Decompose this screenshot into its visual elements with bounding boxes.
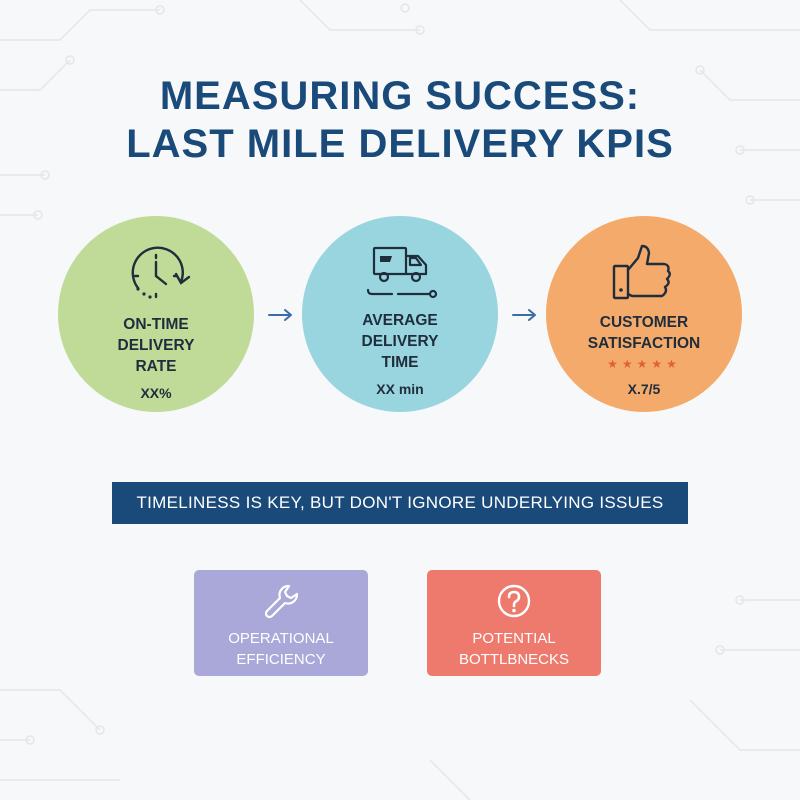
kpi-label: AVERAGE DELIVERY TIME: [361, 312, 439, 371]
kpi-label: ON-TIME DELIVERY RATE: [117, 316, 195, 375]
kpi-value: XX%: [140, 385, 172, 401]
key-message-banner: TIMELINESS IS KEY, BUT DON'T IGNORE UNDE…: [112, 482, 688, 524]
title-line-2: LAST MILE DELIVERY KPIS: [126, 122, 674, 166]
rating-stars: ★★★★★: [607, 357, 681, 371]
thumbs-up-icon: [612, 244, 671, 300]
page-title: MEASURING SUCCESS: LAST MILE DELIVERY KP…: [0, 72, 800, 168]
kpi-value: XX min: [376, 381, 424, 397]
title-line-1: MEASURING SUCCESS:: [159, 74, 641, 118]
kpi-average-delivery-time: AVERAGE DELIVERY TIME XX min: [302, 216, 498, 412]
card-operational-efficiency: OPERATIONAL EFFICIENCY: [194, 570, 368, 676]
card-label: OPERATIONAL EFFICIENCY: [228, 630, 334, 668]
card-potential-bottlenecks: POTENTIAL BOTTLBNECKS: [427, 570, 601, 676]
delivery-truck-icon: [366, 246, 438, 299]
question-icon: [497, 584, 531, 618]
card-label: POTENTIAL BOTTLBNECKS: [458, 630, 570, 668]
kpi-label: CUSTOMER SATISFACTION: [587, 314, 701, 352]
kpi-value: X.7/5: [627, 381, 661, 397]
clock-icon: [131, 246, 191, 299]
arrow-right-icon: [268, 309, 292, 321]
wrench-icon: [264, 584, 299, 619]
arrow-right-icon: [512, 309, 536, 321]
kpi-on-time-delivery-rate: ON-TIME DELIVERY RATE XX%: [58, 216, 254, 412]
kpi-customer-satisfaction: CUSTOMER SATISFACTION ★★★★★ X.7/5: [546, 216, 742, 412]
